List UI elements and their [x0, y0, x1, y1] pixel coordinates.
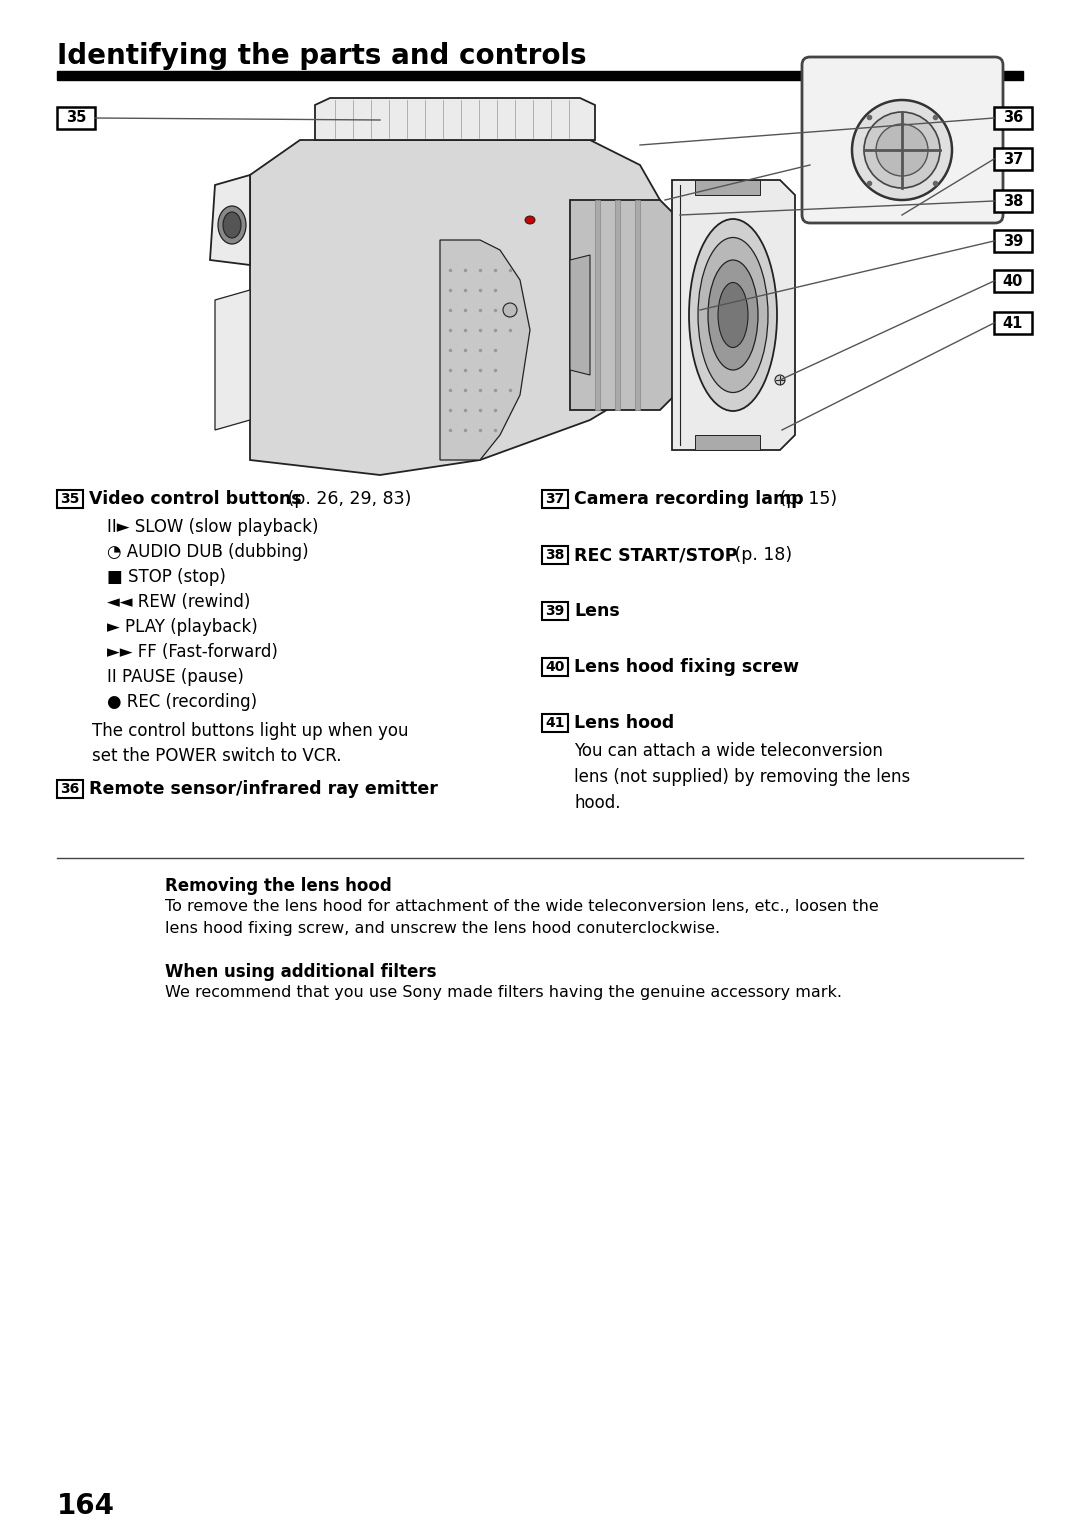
Bar [57, 490, 83, 507]
Ellipse shape [852, 99, 951, 200]
FancyBboxPatch shape [802, 57, 1003, 223]
Text: lens (not supplied) by removing the lens: lens (not supplied) by removing the lens [573, 769, 910, 785]
Text: 40: 40 [1003, 274, 1023, 289]
Text: Removing the lens hood: Removing the lens hood [165, 877, 392, 895]
Bar [542, 545, 568, 564]
Text: 37: 37 [545, 492, 565, 506]
Text: 38: 38 [545, 549, 565, 562]
Text: The control buttons light up when you: The control buttons light up when you [92, 723, 408, 740]
Text: 36: 36 [1003, 110, 1023, 125]
Text: ● REC (recording): ● REC (recording) [107, 694, 257, 711]
Polygon shape [249, 141, 660, 475]
Text: Camera recording lamp: Camera recording lamp [573, 490, 804, 507]
Text: lens hood fixing screw, and unscrew the lens hood conuterclockwise.: lens hood fixing screw, and unscrew the … [165, 921, 720, 937]
Ellipse shape [525, 215, 535, 225]
Bar [994, 148, 1032, 170]
Bar [542, 659, 568, 675]
Text: II PAUSE (pause): II PAUSE (pause) [107, 668, 244, 686]
Polygon shape [696, 435, 760, 451]
Polygon shape [672, 180, 795, 451]
Text: REC START/STOP: REC START/STOP [573, 545, 738, 564]
Text: set the POWER switch to VCR.: set the POWER switch to VCR. [92, 747, 341, 766]
Bar [542, 714, 568, 732]
Bar [615, 200, 620, 410]
Polygon shape [570, 255, 590, 374]
Text: II► SLOW (slow playback): II► SLOW (slow playback) [107, 518, 319, 536]
Bar [57, 107, 95, 128]
Polygon shape [315, 98, 595, 141]
Ellipse shape [218, 206, 246, 244]
Ellipse shape [698, 237, 768, 393]
Ellipse shape [775, 374, 785, 385]
Bar [635, 200, 640, 410]
Ellipse shape [222, 212, 241, 238]
Text: 36: 36 [60, 782, 80, 796]
Bar [994, 312, 1032, 335]
Polygon shape [210, 176, 249, 264]
Bar [57, 70, 1023, 79]
Text: Remote sensor/infrared ray emitter: Remote sensor/infrared ray emitter [89, 779, 437, 798]
Polygon shape [570, 200, 680, 410]
Ellipse shape [718, 283, 748, 347]
Ellipse shape [708, 260, 758, 370]
Bar [994, 270, 1032, 292]
Text: Identifying the parts and controls: Identifying the parts and controls [57, 41, 586, 70]
Bar [57, 779, 83, 798]
Text: We recommend that you use Sony made filters having the genuine accessory mark.: We recommend that you use Sony made filt… [165, 986, 842, 999]
Bar [994, 107, 1032, 128]
Ellipse shape [876, 124, 928, 176]
Text: ►► FF (Fast-forward): ►► FF (Fast-forward) [107, 643, 278, 662]
Text: You can attach a wide teleconversion: You can attach a wide teleconversion [573, 743, 882, 759]
Text: Lens hood fixing screw: Lens hood fixing screw [573, 659, 799, 675]
Polygon shape [440, 240, 530, 460]
Text: 41: 41 [1003, 315, 1023, 330]
Text: 39: 39 [545, 604, 565, 617]
Text: Lens: Lens [573, 602, 620, 620]
Ellipse shape [689, 219, 777, 411]
Bar [994, 231, 1032, 252]
Ellipse shape [864, 112, 940, 188]
Text: ■ STOP (stop): ■ STOP (stop) [107, 568, 226, 587]
Text: (p. 18): (p. 18) [729, 545, 792, 564]
Text: ◔ AUDIO DUB (dubbing): ◔ AUDIO DUB (dubbing) [107, 542, 309, 561]
Text: 37: 37 [1003, 151, 1023, 167]
Text: 38: 38 [1003, 194, 1023, 208]
Bar [542, 490, 568, 507]
Text: (p. 26, 29, 83): (p. 26, 29, 83) [282, 490, 411, 507]
Text: ► PLAY (playback): ► PLAY (playback) [107, 617, 258, 636]
Polygon shape [696, 180, 760, 196]
Text: 39: 39 [1003, 234, 1023, 249]
Ellipse shape [503, 303, 517, 316]
Text: ◄◄ REW (rewind): ◄◄ REW (rewind) [107, 593, 251, 611]
Text: 40: 40 [545, 660, 565, 674]
Text: When using additional filters: When using additional filters [165, 963, 436, 981]
Text: (p. 15): (p. 15) [774, 490, 837, 507]
Bar [595, 200, 600, 410]
Bar [542, 602, 568, 620]
Text: hood.: hood. [573, 795, 621, 811]
Polygon shape [215, 290, 249, 429]
Text: 41: 41 [545, 717, 565, 730]
Text: 164: 164 [57, 1491, 114, 1520]
Text: 35: 35 [60, 492, 80, 506]
Text: 35: 35 [66, 110, 86, 125]
Bar [994, 189, 1032, 212]
Text: Video control buttons: Video control buttons [89, 490, 301, 507]
Text: Lens hood: Lens hood [573, 714, 674, 732]
Text: To remove the lens hood for attachment of the wide teleconversion lens, etc., lo: To remove the lens hood for attachment o… [165, 898, 879, 914]
